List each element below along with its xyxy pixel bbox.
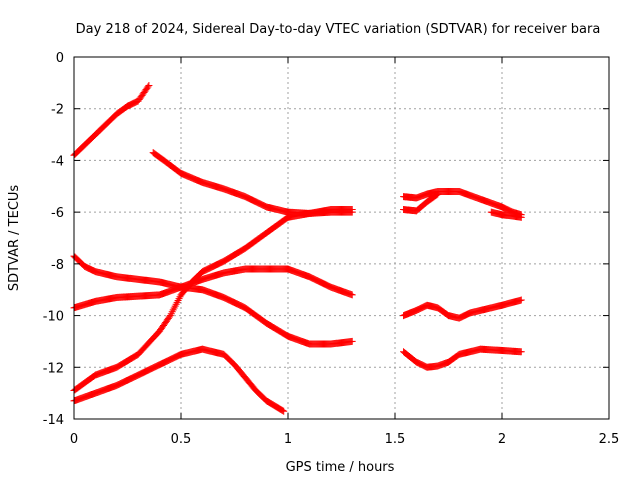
x-tick-label: 2.5 — [599, 432, 620, 447]
y-tick-label: -2 — [51, 103, 64, 118]
data-point — [348, 337, 356, 345]
series-track-4 — [70, 265, 356, 312]
y-tick-label: 0 — [56, 51, 64, 66]
y-tick-label: -12 — [43, 361, 64, 376]
x-tick-label: 2 — [498, 432, 506, 447]
series-track-7 — [400, 187, 525, 219]
data-point — [517, 348, 525, 356]
y-tick-label: -14 — [43, 413, 64, 428]
series-track-9 — [487, 208, 525, 221]
data-point — [433, 191, 441, 199]
x-tick-label: 0.5 — [171, 432, 192, 447]
data-point — [145, 81, 153, 89]
plot-frame — [73, 56, 610, 420]
y-tick-label: -10 — [43, 310, 64, 325]
series-track-1 — [70, 81, 153, 159]
y-tick-label: -8 — [51, 258, 64, 273]
data-point — [434, 190, 442, 198]
y-tick-label: -4 — [51, 154, 64, 169]
x-tick-label: 1 — [284, 432, 292, 447]
data-point — [517, 296, 525, 304]
y-axis-label: SDTVAR / TECUs — [7, 185, 22, 292]
series-track-11 — [400, 345, 525, 371]
series-track-8 — [400, 190, 442, 215]
y-tick-label: -6 — [51, 206, 64, 221]
data-point — [279, 407, 287, 415]
x-tick-label: 0 — [70, 432, 78, 447]
data-point — [280, 407, 288, 415]
series-track-6 — [70, 345, 288, 415]
data-point — [517, 213, 525, 221]
series-track-10 — [400, 296, 525, 322]
data-point — [144, 83, 152, 91]
axis-ticks: 0 0.5 1 1.5 2 2.5 0 -2 -4 -6 -8 -10 -12 -14 — [43, 51, 620, 447]
data-point — [348, 291, 356, 299]
data-point — [348, 206, 356, 214]
series-track-5 — [70, 206, 356, 395]
x-axis-label: GPS time / hours — [286, 460, 395, 475]
chart-title: Day 218 of 2024, Sidereal Day-to-day VTE… — [76, 22, 601, 37]
x-tick-label: 1.5 — [385, 432, 406, 447]
series-track-3 — [70, 252, 356, 348]
data-series — [70, 81, 525, 415]
